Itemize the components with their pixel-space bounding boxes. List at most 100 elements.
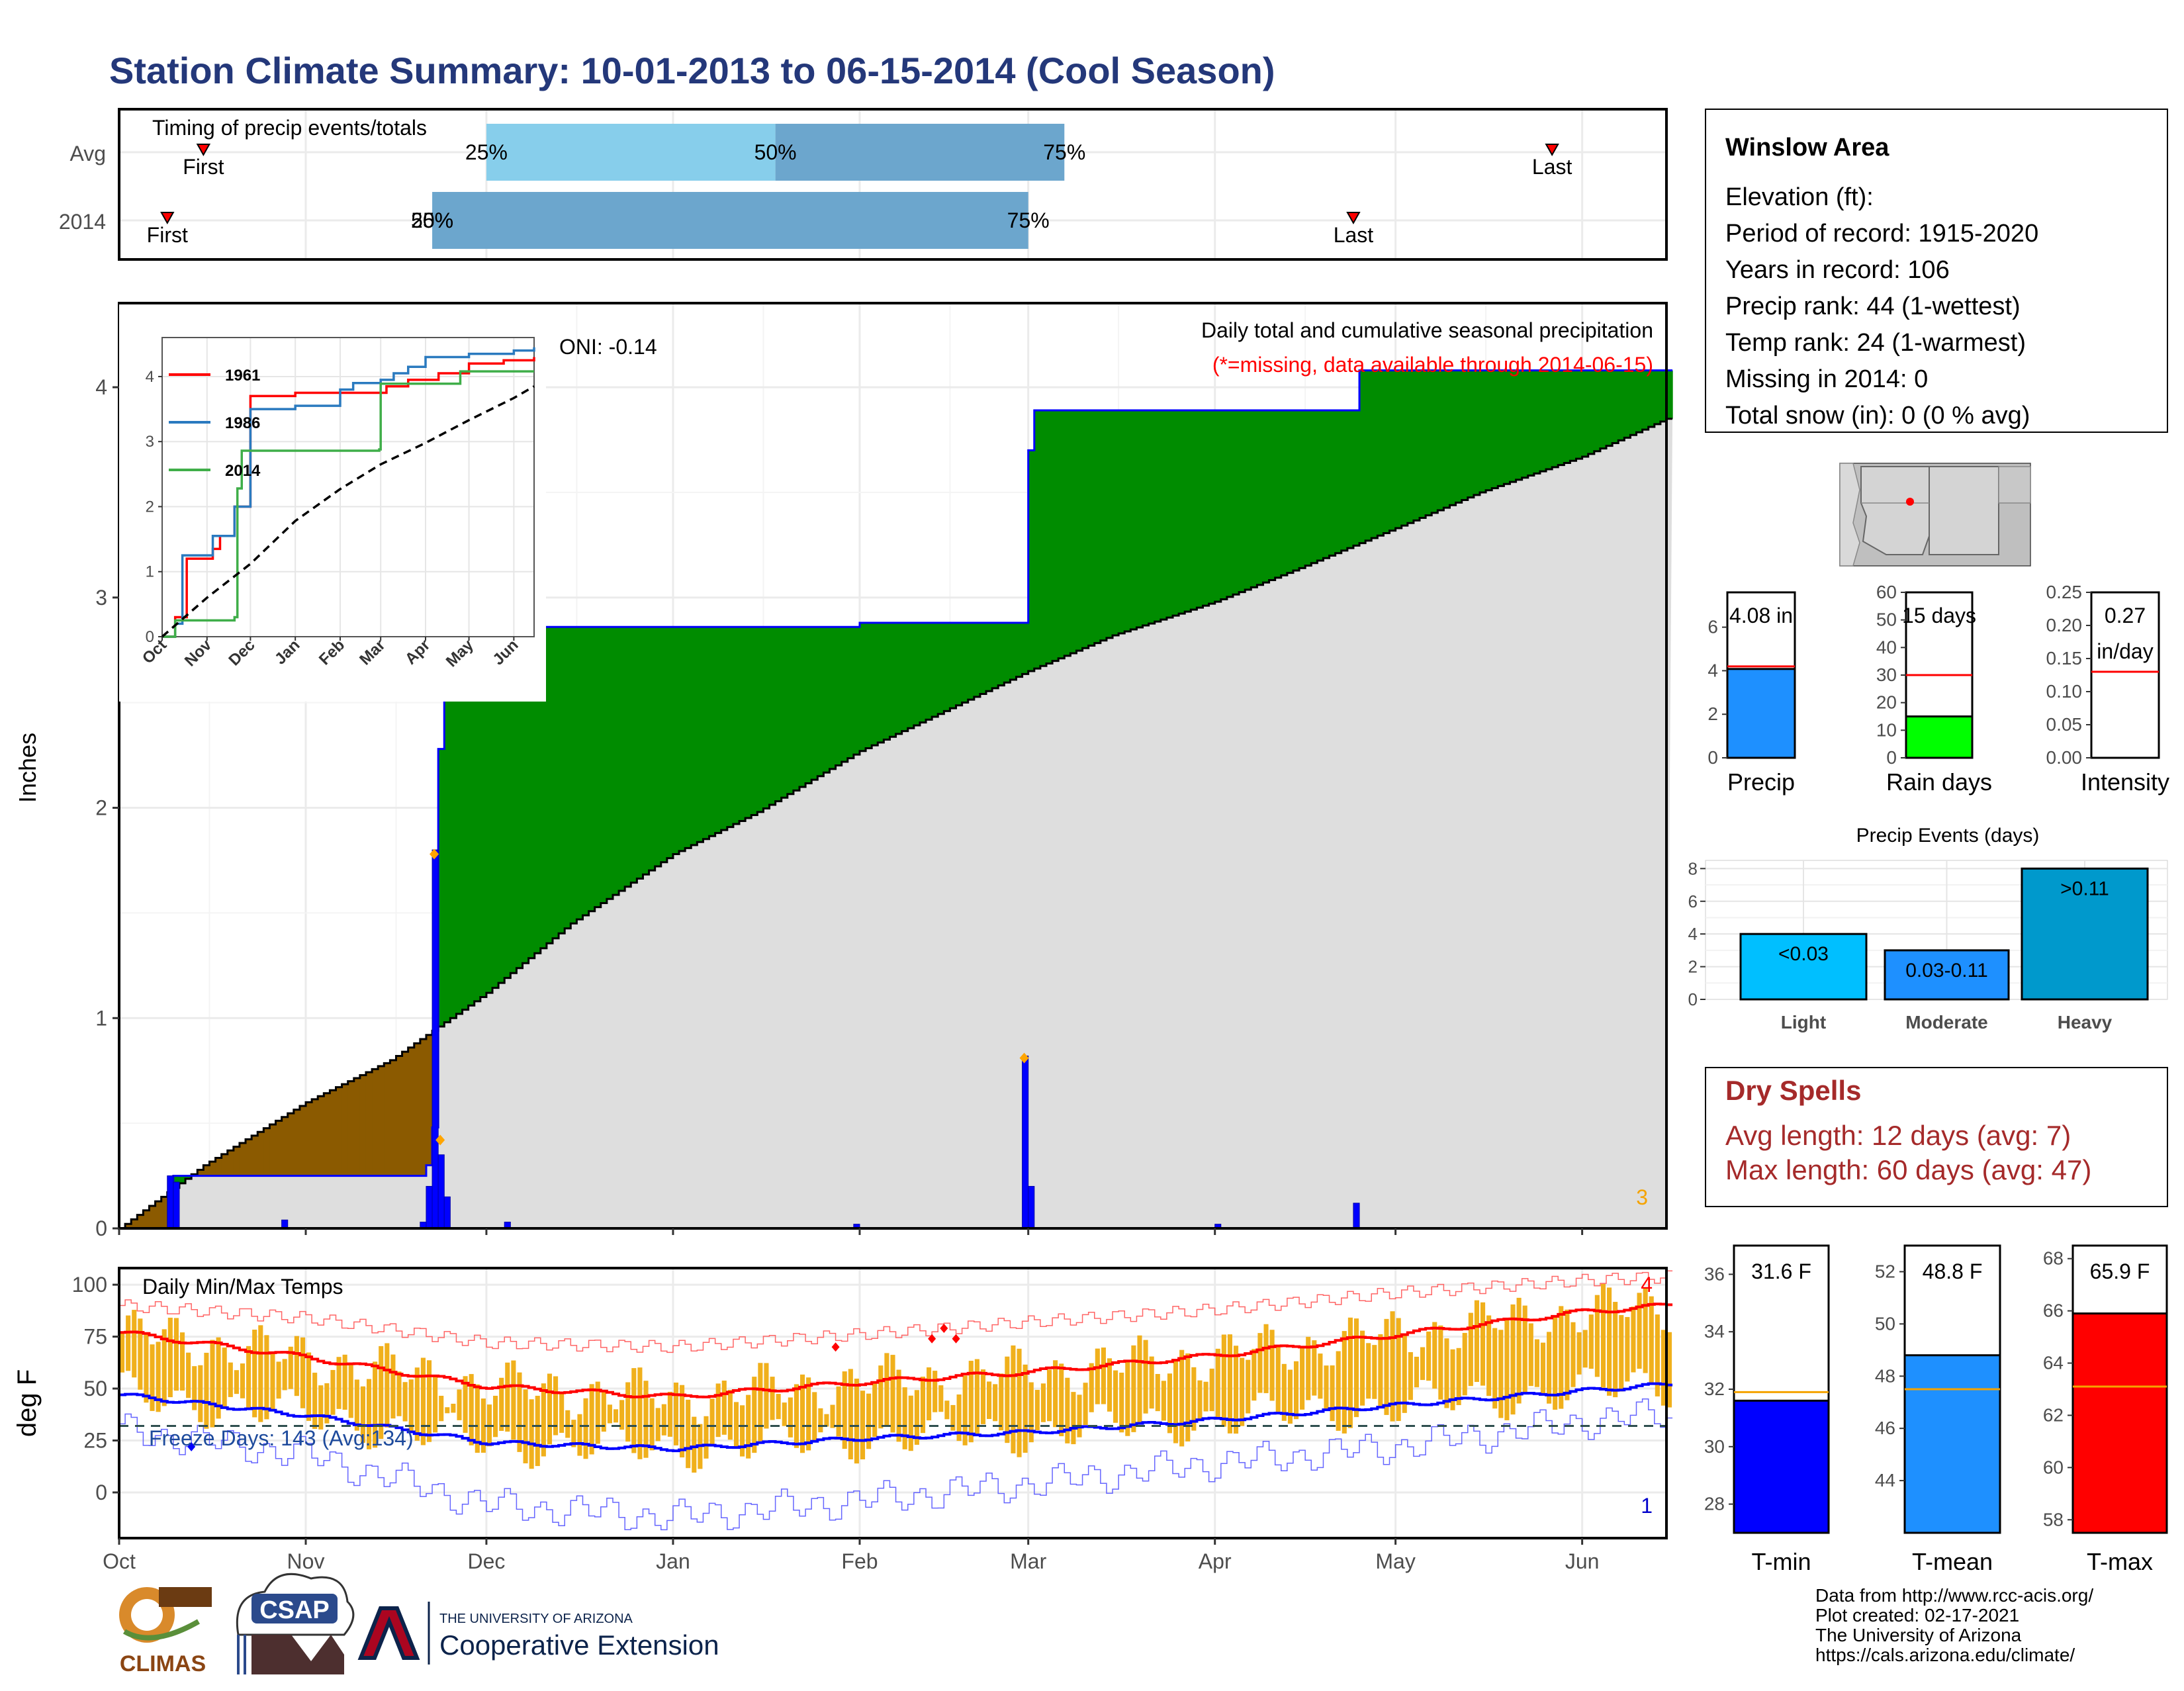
rain-days-bar xyxy=(1905,715,1974,759)
cum-above-avg-area xyxy=(1389,370,1396,531)
rain-days-ytick-label: 20 xyxy=(1876,692,1897,713)
cum-above-avg-area xyxy=(637,627,644,879)
daily-temp-bar xyxy=(379,1346,384,1440)
cum-above-avg-area xyxy=(450,627,457,1019)
cum-above-avg-area xyxy=(1473,370,1480,495)
cum-above-avg-area xyxy=(727,627,734,827)
timing-row-avg: Avg xyxy=(69,142,106,165)
precip-caption: Daily total and cumulative seasonal prec… xyxy=(1201,318,1653,342)
daily-temp-bar xyxy=(234,1370,239,1394)
daily-temp-bar xyxy=(920,1377,926,1434)
daily-temp-bar xyxy=(1360,1330,1365,1406)
precip-corner-count: 3 xyxy=(1636,1185,1648,1209)
cum-above-avg-area xyxy=(1245,410,1251,590)
intensity-ytick-label: 0.10 xyxy=(2046,681,2083,702)
daily-precip-bar xyxy=(1022,1055,1029,1229)
precip-ytick-label: 2 xyxy=(1707,704,1718,724)
daily-temp-bar xyxy=(173,1318,179,1391)
cum-above-avg-area xyxy=(1642,370,1649,430)
cum-above-avg-area xyxy=(1046,410,1053,664)
daily-temp-bar xyxy=(619,1400,625,1430)
inset-ytick-label: 3 xyxy=(146,433,154,451)
cum-below-avg-area xyxy=(402,1052,409,1176)
cum-above-avg-area xyxy=(1317,410,1324,561)
tmin-ytick-label: 28 xyxy=(1704,1494,1725,1514)
cum-above-avg-area xyxy=(1660,370,1667,422)
cum-below-avg-area xyxy=(330,1090,337,1176)
daily-temp-bar xyxy=(294,1336,299,1396)
cum-above-avg-area xyxy=(1612,370,1619,443)
daily-temp-bar xyxy=(1034,1390,1040,1430)
cum-above-avg-area xyxy=(1166,410,1173,618)
daily-temp-bar xyxy=(1661,1330,1666,1406)
tmax-ytick-label: 68 xyxy=(2043,1248,2064,1269)
cum-above-avg-area xyxy=(1335,410,1342,553)
cum-above-avg-area xyxy=(649,627,656,871)
tmean-ytick-label: 52 xyxy=(1875,1261,1895,1281)
station-line: Temp rank: 24 (1-warmest) xyxy=(1725,329,2026,357)
cum-above-avg-area xyxy=(1179,410,1185,614)
cum-above-avg-area xyxy=(1461,370,1469,500)
cum-above-avg-area xyxy=(1383,370,1390,533)
cum-above-avg-area xyxy=(1588,370,1595,454)
timing-last-marker xyxy=(1346,212,1361,225)
record-high-marker xyxy=(940,1324,948,1334)
daily-temp-bar xyxy=(198,1365,203,1422)
daily-temp-bar xyxy=(643,1381,649,1458)
cum-above-avg-area xyxy=(516,627,523,968)
cum-above-avg-area xyxy=(1323,410,1330,559)
cum-above-avg-area xyxy=(998,622,1005,686)
tmax-bar xyxy=(2071,1312,2168,1534)
cum-above-avg-area xyxy=(1100,410,1107,641)
daily-temp-bar xyxy=(806,1377,811,1451)
cum-above-avg-area xyxy=(1118,410,1125,634)
daily-temp-bar xyxy=(138,1318,143,1390)
temp-xtick-label: Oct xyxy=(103,1549,136,1573)
precip-ytick-label: 2 xyxy=(95,796,107,820)
timing-bar-25-50 xyxy=(486,124,776,181)
cum-above-avg-area xyxy=(1624,370,1631,438)
cum-above-avg-area xyxy=(691,627,698,845)
daily-temp-bar xyxy=(1408,1352,1413,1400)
daily-temp-bar xyxy=(246,1346,251,1408)
cum-above-avg-area xyxy=(1154,410,1161,622)
cum-above-avg-area xyxy=(751,627,758,815)
oni-label: ONI: -0.14 xyxy=(559,335,657,359)
cum-above-avg-area xyxy=(1004,622,1011,683)
cum-above-avg-area xyxy=(992,622,999,688)
daily-temp-bar xyxy=(366,1379,372,1449)
cum-above-avg-area xyxy=(1341,410,1348,551)
cum-above-avg-area xyxy=(1407,370,1414,524)
cum-above-avg-area xyxy=(1185,410,1191,612)
daily-temp-bar xyxy=(1342,1331,1347,1434)
cum-below-avg-area xyxy=(312,1099,318,1176)
cum-above-avg-area xyxy=(721,627,728,831)
daily-temp-bar xyxy=(1197,1380,1203,1419)
daily-temp-bar xyxy=(1336,1351,1341,1431)
daily-temp-bar xyxy=(1528,1323,1533,1387)
events-ytick-label: 6 xyxy=(1688,891,1698,911)
cum-above-avg-area xyxy=(757,627,764,812)
daily-temp-bar xyxy=(192,1366,197,1410)
intensity-ytick-label: 0.05 xyxy=(2046,714,2083,735)
daily-temp-bar xyxy=(824,1414,829,1427)
daily-temp-bar xyxy=(962,1375,968,1445)
cum-above-avg-area xyxy=(1263,410,1270,583)
tmean-name-label: T-mean xyxy=(1912,1548,1993,1575)
daily-temp-bar xyxy=(914,1390,919,1445)
daily-temp-bar xyxy=(1137,1335,1142,1424)
daily-temp-bar xyxy=(144,1334,149,1403)
daily-precip-bar xyxy=(167,1175,174,1229)
events-ytick-label: 4 xyxy=(1688,924,1698,944)
temp-xtick-label: Dec xyxy=(467,1549,505,1573)
daily-temp-bar xyxy=(1607,1287,1612,1396)
daily-temp-bar xyxy=(1414,1356,1420,1388)
daily-precip-marker xyxy=(435,1134,445,1146)
cum-below-avg-area xyxy=(197,1169,204,1176)
rain-days-ytick-label: 0 xyxy=(1886,747,1897,768)
cum-above-avg-area xyxy=(546,627,553,944)
daily-temp-bar xyxy=(420,1357,426,1445)
cum-above-avg-area xyxy=(1600,370,1607,449)
cum-above-avg-area xyxy=(1094,410,1101,643)
